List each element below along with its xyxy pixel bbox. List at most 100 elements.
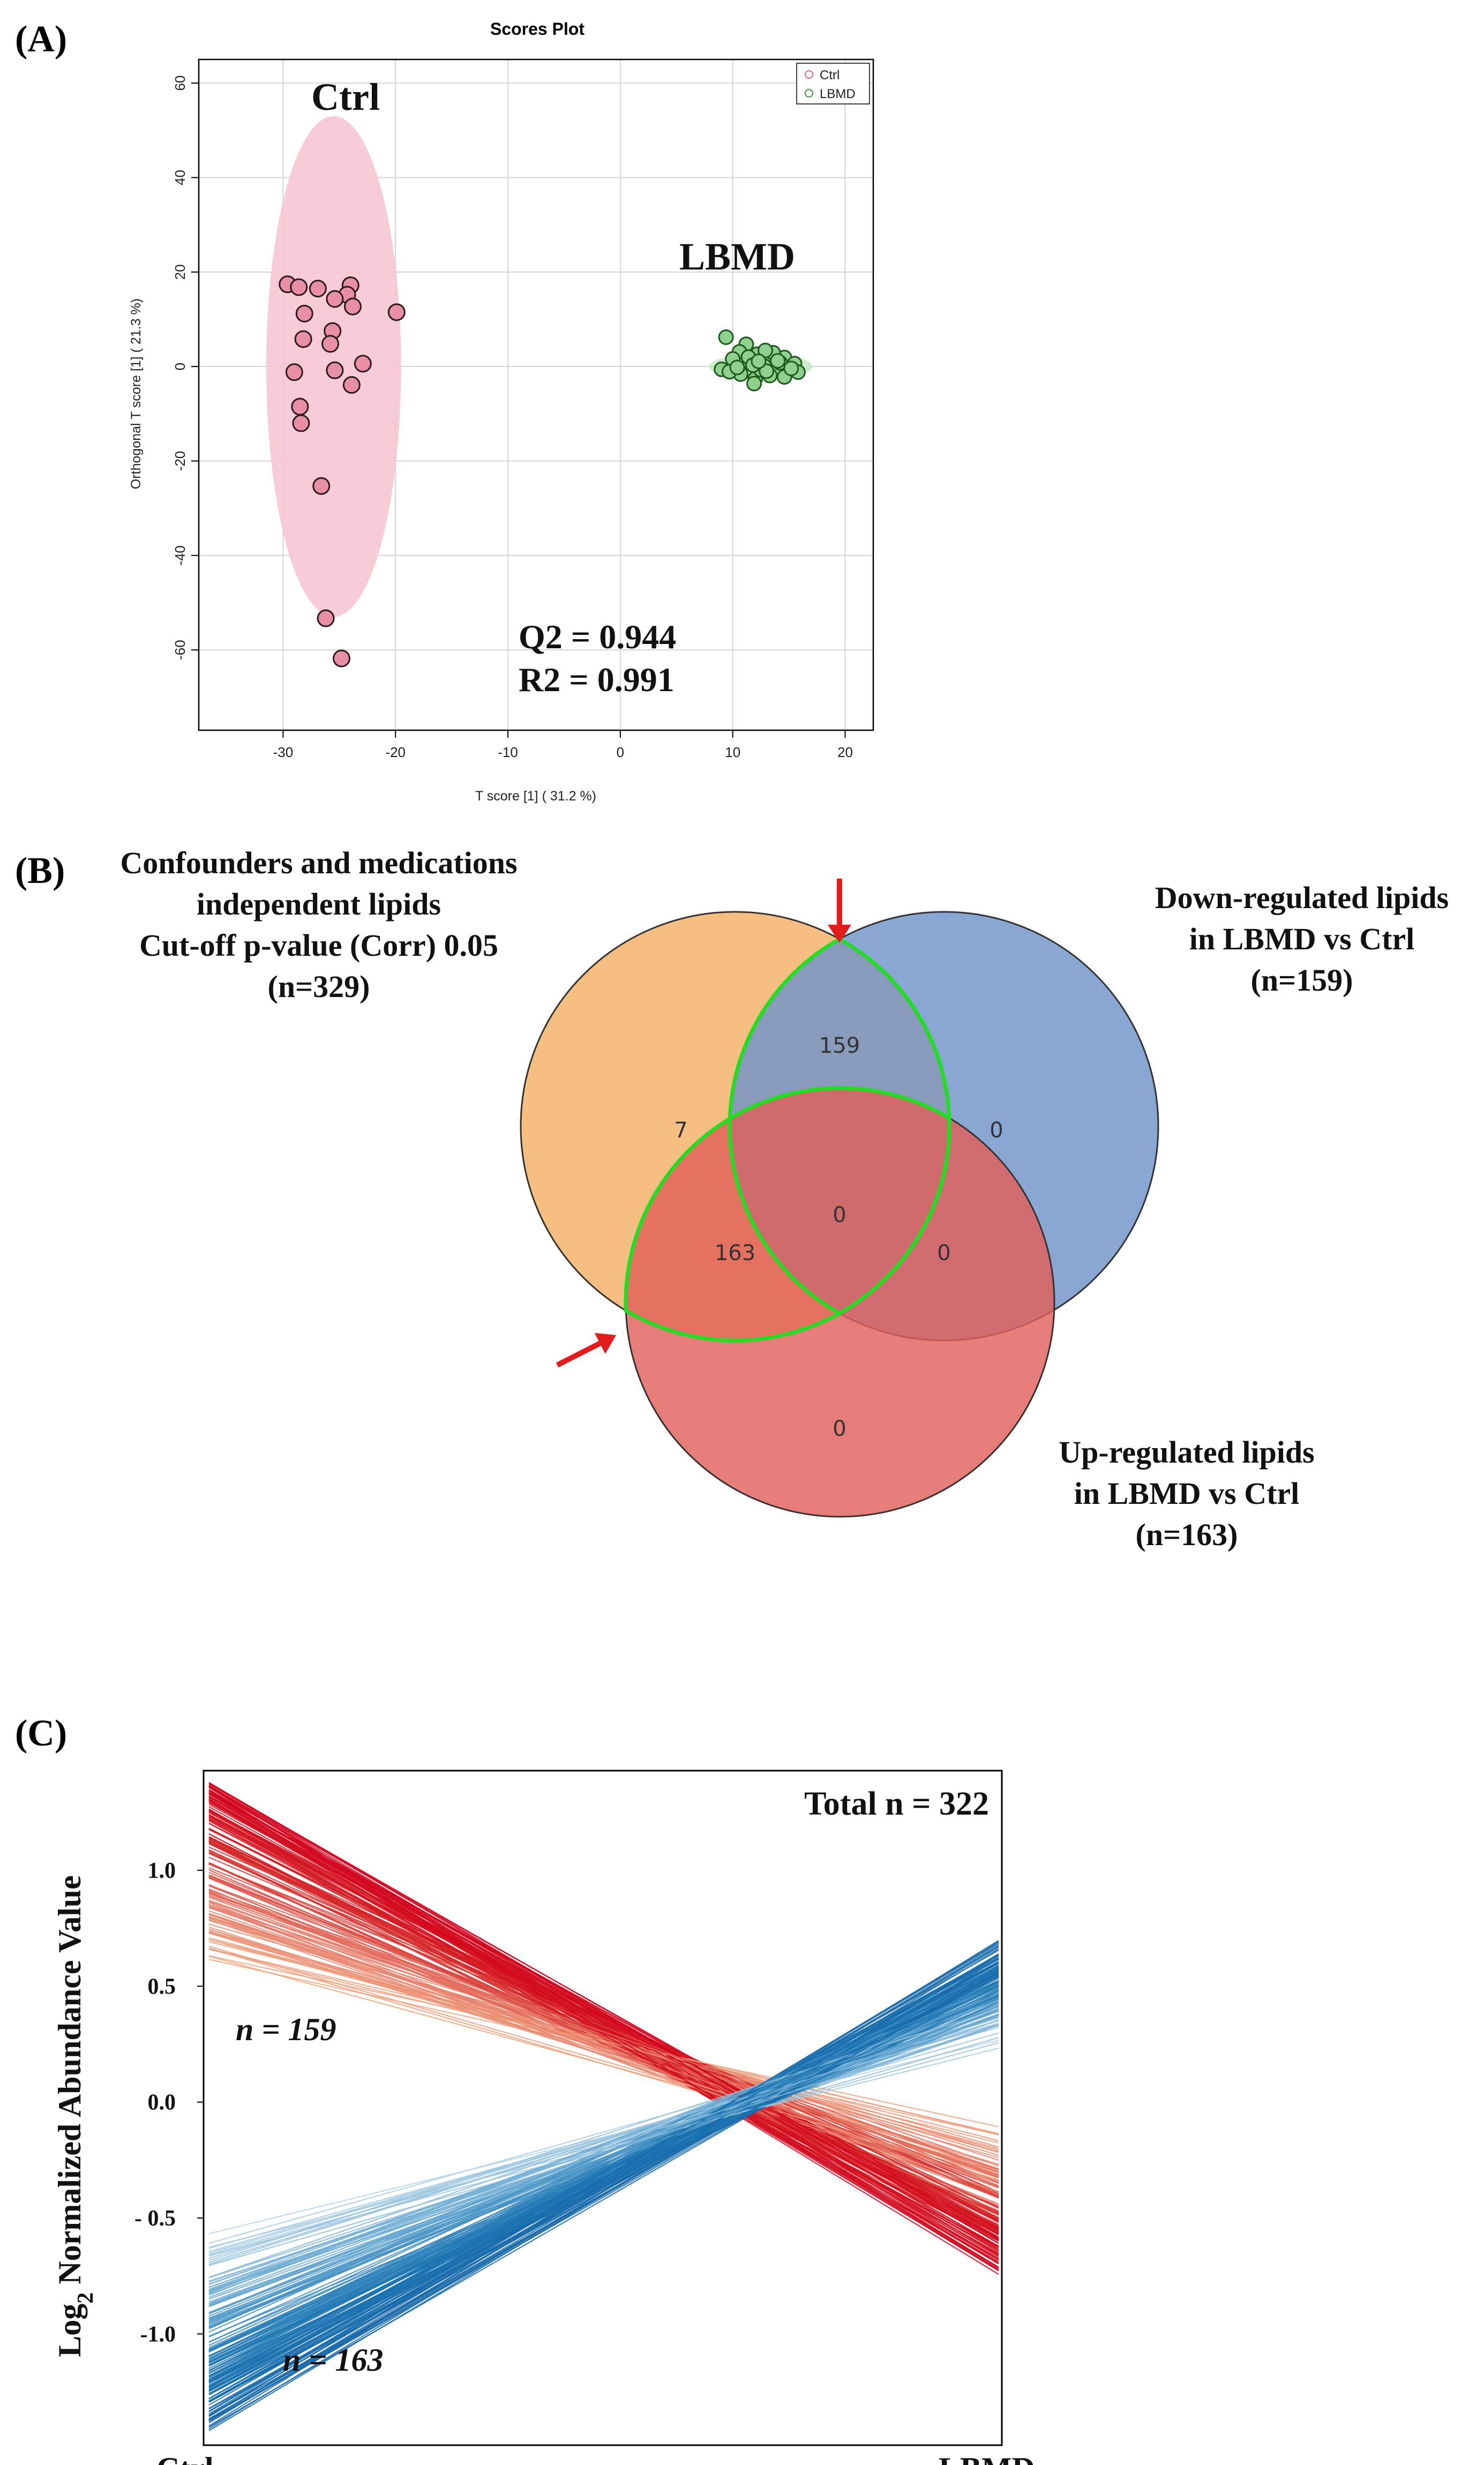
down-regulated-line bbox=[208, 1931, 999, 2151]
up-regulated-line bbox=[208, 2037, 999, 2266]
up-regulated-line bbox=[208, 2042, 999, 2257]
down-regulated-line bbox=[208, 1919, 999, 2192]
arrow-to-up-lens bbox=[556, 1332, 616, 1368]
venn-set-label-confounders-line: (n=329) bbox=[268, 969, 370, 1004]
c-y-axis-title: Log2 Normalized Abundance Value bbox=[52, 1875, 98, 2357]
x-tick-label: -20 bbox=[385, 744, 406, 760]
lbmd-group-label: LBMD bbox=[679, 235, 795, 278]
x-axis-title: T score [1] ( 31.2 %) bbox=[475, 789, 596, 804]
y-tick-label: 60 bbox=[172, 76, 188, 91]
legend-ctrl-marker bbox=[805, 70, 813, 79]
panel-a-label: (A) bbox=[15, 19, 67, 60]
up-regulated-line bbox=[208, 1986, 999, 2351]
up-regulated-line bbox=[208, 1969, 999, 2421]
ctrl-point bbox=[321, 335, 340, 353]
venn-count-confounders-only: 7 bbox=[674, 1118, 687, 1143]
c-x-axis-ticks: Ctrl LBMD bbox=[156, 2451, 1035, 2465]
x-tick-label: -30 bbox=[273, 744, 294, 760]
up-regulated-line bbox=[208, 2011, 999, 2295]
venn-set-label-down-line: in LBMD vs Ctrl bbox=[1189, 921, 1415, 956]
down-regulated-line bbox=[208, 1782, 999, 2244]
down-regulated-line bbox=[208, 1789, 999, 2238]
y-tick-label: -60 bbox=[172, 640, 188, 660]
down-regulated-line bbox=[208, 1843, 999, 2235]
venn-set-label-confounders-line: independent lipids bbox=[197, 887, 441, 921]
abundance-lines bbox=[208, 1782, 999, 2431]
venn-set-label-up-line: (n=163) bbox=[1136, 1517, 1238, 1552]
lbmd-point bbox=[770, 353, 786, 369]
arrow-down-to-lens bbox=[828, 879, 851, 943]
up-regulated-line bbox=[208, 2040, 999, 2235]
x-tick-label: 20 bbox=[837, 744, 853, 760]
c-y-tick-label: 0.0 bbox=[148, 2091, 176, 2115]
legend: Ctrl LBMD bbox=[796, 63, 870, 104]
panel-b-label: (B) bbox=[15, 850, 65, 891]
up-regulated-line bbox=[208, 1953, 999, 2430]
venn-set-label-up-line: in LBMD vs Ctrl bbox=[1074, 1476, 1300, 1511]
venn-count-up-only: 0 bbox=[833, 1417, 846, 1441]
y-axis-ticks: -60 -40 -20 0 20 40 60 bbox=[172, 76, 199, 660]
scores-plot: Scores Plot -30 -20 -10 0 10 20 -60 -40 -20 0 20 4… bbox=[129, 19, 874, 804]
down-regulated-line bbox=[208, 1862, 999, 2225]
y-tick-label: 20 bbox=[172, 264, 188, 280]
down-regulated-line bbox=[208, 1899, 999, 2176]
down-regulated-line bbox=[208, 1893, 999, 2171]
c-x-category-label: LBMD bbox=[939, 2451, 1035, 2465]
down-regulated-line bbox=[208, 1914, 999, 2171]
scores-plot-frame bbox=[198, 58, 874, 731]
venn-set-label-down-line: Down-regulated lipids bbox=[1155, 880, 1449, 915]
y-tick-label: 40 bbox=[172, 170, 188, 185]
x-tick-label: 0 bbox=[617, 744, 624, 760]
total-n-label: Total n = 322 bbox=[804, 1786, 989, 1822]
ctrl-point bbox=[326, 290, 344, 308]
legend-lbmd-label: LBMD bbox=[820, 87, 856, 101]
venn-diagram: 7 159 0 163 0 0 0 Confounders and medications in… bbox=[120, 845, 1449, 1552]
up-regulated-line bbox=[208, 1982, 999, 2346]
venn-set-circles bbox=[520, 911, 1159, 1518]
down-regulated-line bbox=[208, 1867, 999, 2186]
c-y-tick-label: - 0.5 bbox=[134, 2206, 176, 2231]
ctrl-group-label: Ctrl bbox=[311, 76, 380, 118]
c-x-category-label: Ctrl bbox=[156, 2451, 214, 2465]
venn-set-label-confounders-line: Cut-off p-value (Corr) 0.05 bbox=[139, 928, 498, 963]
ctrl-point bbox=[354, 355, 372, 373]
up-regulated-line bbox=[208, 1954, 999, 2420]
lbmd-point bbox=[729, 359, 745, 376]
up-regulated-line bbox=[208, 1967, 999, 2378]
up-regulated-line bbox=[208, 2047, 999, 2248]
ctrl-point bbox=[387, 303, 406, 321]
down-regulated-line bbox=[208, 1932, 999, 2171]
venn-set-label-confounders-line: Confounders and medications bbox=[120, 845, 517, 880]
legend-ctrl-label: Ctrl bbox=[820, 68, 840, 83]
down-regulated-line bbox=[208, 1927, 999, 2183]
down-regulated-line bbox=[208, 1801, 999, 2254]
down-regulated-line bbox=[208, 1822, 999, 2228]
lbmd-point bbox=[751, 353, 767, 369]
c-y-tick-label: 1.0 bbox=[148, 1859, 176, 1883]
scatter-points bbox=[279, 275, 806, 668]
ctrl-point bbox=[294, 330, 312, 348]
up-regulated-line bbox=[208, 1942, 999, 2415]
lbmd-point bbox=[758, 342, 774, 358]
ctrl-point bbox=[309, 280, 327, 298]
down-regulated-line bbox=[208, 1930, 999, 2167]
ctrl-point bbox=[332, 649, 350, 668]
venn-set-label-up-line: Up-regulated lipids bbox=[1059, 1435, 1315, 1470]
down-regulated-line bbox=[208, 1910, 999, 2183]
highlight-lens-confounders-up bbox=[624, 1086, 951, 1343]
x-tick-label: -10 bbox=[498, 744, 518, 760]
q2-value: Q2 = 0.944 bbox=[519, 618, 676, 656]
ctrl-point bbox=[290, 278, 308, 296]
ctrl-point bbox=[312, 477, 331, 495]
ctrl-point bbox=[285, 363, 303, 381]
y-tick-label: -40 bbox=[172, 545, 188, 566]
venn-count-all-three: 0 bbox=[833, 1203, 846, 1227]
lbmd-point bbox=[759, 363, 775, 379]
c-y-tick-label: 0.5 bbox=[148, 1974, 176, 1999]
venn-count-confounders-up: 163 bbox=[715, 1241, 755, 1265]
y-tick-label: 0 bbox=[172, 363, 188, 370]
down-regulated-line bbox=[208, 1906, 999, 2193]
ctrl-point bbox=[291, 398, 309, 416]
venn-count-down-up: 0 bbox=[937, 1241, 950, 1265]
